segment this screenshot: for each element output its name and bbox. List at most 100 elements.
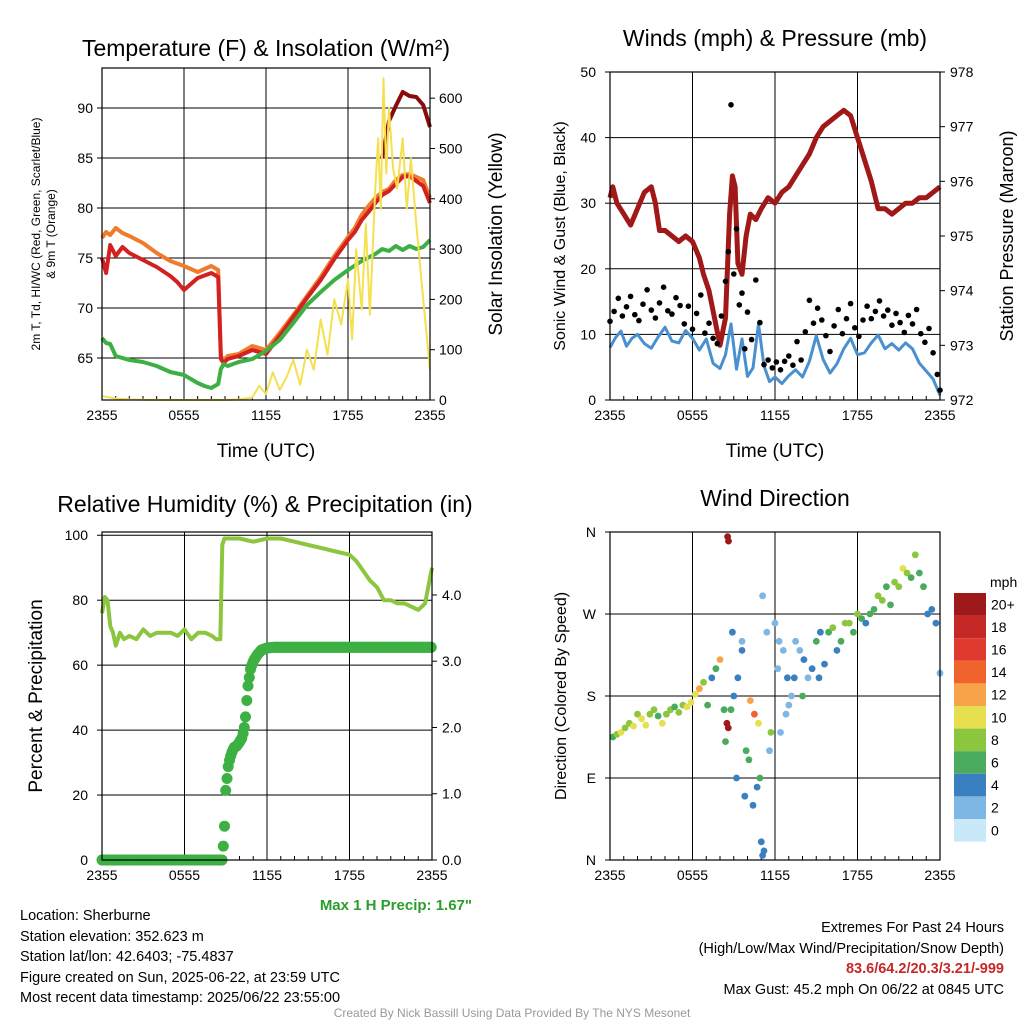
series-pressure <box>607 107 942 348</box>
direction-point <box>746 697 754 704</box>
gust-point <box>640 301 646 308</box>
gust-point <box>819 317 825 323</box>
x-tick-label: 1755 <box>332 407 363 423</box>
chart-title: Temperature (F) & Insolation (W/m²) <box>82 35 450 61</box>
series-wind <box>608 322 942 396</box>
gust-point <box>930 350 936 356</box>
gust-point <box>710 335 716 342</box>
y2-tick-label: 0 <box>439 392 447 408</box>
direction-point <box>760 847 768 855</box>
gust-point <box>781 358 788 365</box>
y-tick-label: 80 <box>77 200 93 216</box>
y-tick-label: 85 <box>77 150 93 166</box>
gust-point <box>731 271 737 277</box>
gust-point <box>660 284 667 291</box>
direction-point <box>850 628 857 636</box>
y2-tick-label: 600 <box>439 90 463 106</box>
x-tick-label: 1155 <box>760 407 790 423</box>
gust-point <box>918 330 924 337</box>
gust-point <box>722 278 729 285</box>
direction-point <box>729 628 736 636</box>
y-tick-label: 90 <box>77 100 93 116</box>
direction-point <box>800 656 808 663</box>
gust-point <box>761 361 767 368</box>
precip-point <box>242 680 254 692</box>
gust-point <box>773 359 780 365</box>
y-tick-label: N <box>586 852 596 868</box>
station-latlon: Station lat/lon: 42.6403; -75.4837 <box>20 949 234 965</box>
y2-tick-label: 1.0 <box>442 786 462 802</box>
gust-point <box>823 332 829 339</box>
gust-point <box>897 319 903 326</box>
y-tick-label: 20 <box>72 787 88 803</box>
gust-point <box>876 298 883 304</box>
direction-point <box>700 678 707 686</box>
gust-point <box>652 315 659 321</box>
colorbar-label: 8 <box>991 732 999 748</box>
direction-point <box>916 569 923 577</box>
direction-point <box>638 715 645 723</box>
direction-point <box>634 710 641 718</box>
direction-point <box>883 583 890 591</box>
gust-point <box>627 293 634 300</box>
colorbar-box <box>954 728 986 752</box>
y-axis-label-line2: & 9m T (Orange) <box>44 189 58 279</box>
direction-point <box>899 565 907 572</box>
gust-point <box>798 357 804 363</box>
plot-frame <box>609 71 941 401</box>
direction-point <box>704 701 711 709</box>
direction-point <box>725 537 732 545</box>
colorbar-label: 20+ <box>991 596 1015 612</box>
gust-point <box>806 297 813 304</box>
direction-point <box>751 710 758 718</box>
y-axis-label: Percent & Precipitation <box>26 599 47 792</box>
direction-point <box>749 801 757 809</box>
direction-point <box>928 606 936 613</box>
y2-tick-label: 300 <box>439 241 463 257</box>
direction-point <box>887 601 894 609</box>
gust-point <box>636 317 642 324</box>
direction-point <box>745 756 753 764</box>
y2-tick-label: 0.0 <box>442 852 462 868</box>
precip-point <box>241 695 253 706</box>
direction-point <box>741 792 749 800</box>
direction-point <box>755 719 762 727</box>
direction-point <box>708 674 716 682</box>
direction-point <box>829 624 837 632</box>
direction-point <box>766 747 773 755</box>
y-tick-label: S <box>587 688 596 704</box>
gust-point <box>665 308 671 314</box>
x-tick-label: 1155 <box>251 407 281 423</box>
gust-point <box>725 248 732 255</box>
y-tick-label: 70 <box>77 300 93 316</box>
gust-point <box>843 315 850 322</box>
chart-title: Winds (mph) & Pressure (mb) <box>623 25 927 51</box>
y2-tick-label: 500 <box>439 140 463 156</box>
gust-point <box>689 326 696 333</box>
credit-line: Created By Nick Bassill Using Data Provi… <box>333 1006 691 1020</box>
y-axis-label: Direction (Colored By Speed) <box>553 592 570 800</box>
direction-point <box>782 710 790 718</box>
extremes-subheading: (High/Low/Max Wind/Precipitation/Snow De… <box>698 940 1004 957</box>
direction-point <box>675 709 683 716</box>
panel-2: 2355 0555 1155 1755 23550204060801000.01.02.… <box>26 491 473 914</box>
direction-point <box>812 637 820 645</box>
gust-point <box>893 310 899 317</box>
station-location: Location: Sherburne <box>20 908 151 924</box>
gust-point <box>880 313 887 319</box>
x-tick-label: 2355 <box>924 407 955 423</box>
y2-tick-label: 976 <box>950 173 974 189</box>
gust-point <box>913 306 920 313</box>
figure-created: Figure created on Sun, 2025-06-22, at 23… <box>20 969 340 986</box>
direction-point <box>796 647 804 654</box>
direction-point <box>799 692 806 700</box>
direction-point <box>727 706 735 714</box>
direction-point <box>870 606 878 613</box>
series-temp <box>100 174 432 365</box>
direction-point <box>712 665 720 673</box>
gust-point <box>714 340 721 347</box>
plot-frame <box>101 67 431 401</box>
y-tick-label: E <box>587 770 596 786</box>
gust-point <box>889 322 895 329</box>
